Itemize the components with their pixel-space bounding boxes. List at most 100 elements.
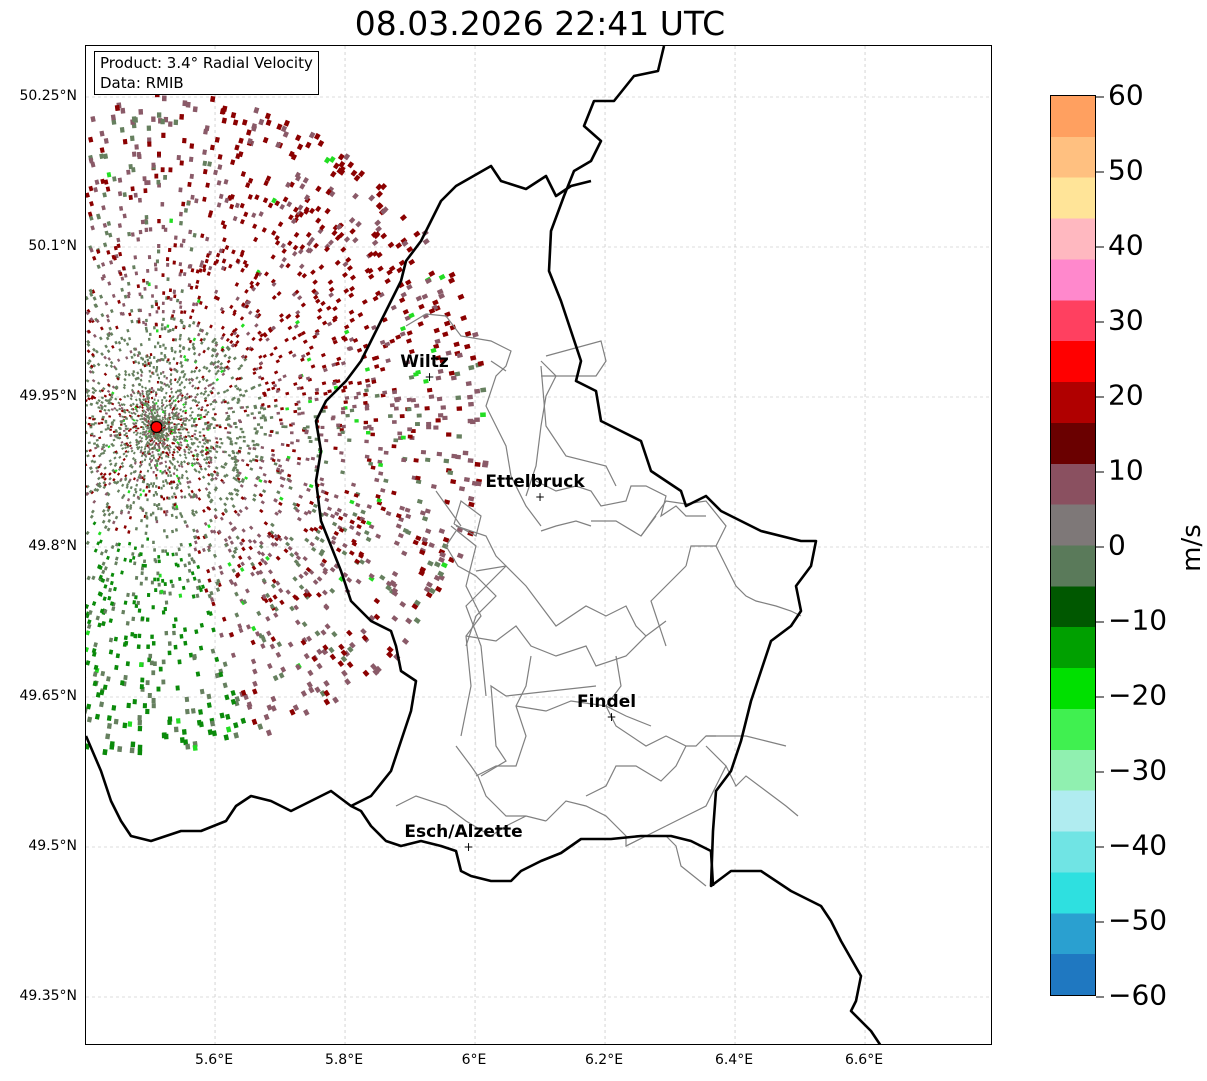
echo-pixel xyxy=(132,353,136,357)
echo-pixel xyxy=(301,621,308,628)
echo-pixel xyxy=(349,317,356,323)
echo-pixel xyxy=(109,309,114,314)
echo-pixel xyxy=(216,202,222,208)
echo-pixel xyxy=(371,239,379,247)
echo-pixel xyxy=(223,502,228,507)
echo-pixel xyxy=(314,331,320,337)
echo-pixel xyxy=(173,644,178,650)
echo-pixel xyxy=(155,259,159,264)
echo-pixel xyxy=(128,478,132,482)
echo-pixel xyxy=(92,333,97,338)
echo-pixel xyxy=(192,576,197,581)
echo-pixel xyxy=(109,428,112,431)
echo-pixel xyxy=(291,291,297,297)
echo-pixel xyxy=(157,306,160,310)
echo-pixel xyxy=(231,449,235,453)
echo-pixel xyxy=(314,535,320,541)
echo-pixel xyxy=(340,410,346,415)
echo-pixel xyxy=(349,274,356,281)
echo-pixel xyxy=(210,353,215,358)
echo-pixel xyxy=(285,458,290,462)
echo-pixel xyxy=(192,419,196,423)
echo-pixel xyxy=(198,709,203,715)
echo-pixel xyxy=(316,662,323,670)
echo-pixel xyxy=(195,671,201,677)
echo-pixel xyxy=(341,550,348,556)
echo-pixel xyxy=(86,463,88,467)
echo-pixel xyxy=(262,136,269,144)
echo-pixel xyxy=(176,380,180,384)
echo-pixel xyxy=(98,454,102,458)
echo-pixel xyxy=(233,422,237,426)
echo-pixel xyxy=(249,284,255,290)
echo-pixel xyxy=(121,464,125,469)
echo-pixel xyxy=(295,508,300,513)
echo-pixel xyxy=(178,333,183,338)
echo-pixel xyxy=(311,508,317,514)
echo-pixel xyxy=(155,302,158,307)
echo-pixel xyxy=(197,470,201,474)
echo-pixel xyxy=(167,425,171,428)
echo-pixel xyxy=(237,623,243,629)
echo-pixel xyxy=(407,427,413,432)
echo-pixel xyxy=(353,174,361,182)
echo-pixel xyxy=(198,463,202,467)
echo-pixel xyxy=(192,457,196,461)
echo-pixel xyxy=(278,587,284,594)
echo-pixel xyxy=(99,294,104,299)
echo-pixel xyxy=(240,479,245,484)
echo-pixel xyxy=(310,546,317,552)
echo-pixel xyxy=(174,495,178,499)
map-axes[interactable]: + Wiltz + Ettelbruck + Findel + Esch/Alzette Pr… xyxy=(85,45,992,1045)
echo-pixel xyxy=(143,418,147,421)
echo-pixel xyxy=(285,541,291,547)
echo-pixel xyxy=(86,388,88,393)
echo-pixel xyxy=(257,383,262,388)
echo-pixel xyxy=(211,566,216,571)
echo-pixel xyxy=(97,465,101,469)
echo-pixel xyxy=(92,521,97,526)
echo-pixel xyxy=(151,698,156,704)
echo-pixel xyxy=(179,443,183,447)
echo-pixel xyxy=(154,391,157,394)
echo-pixel xyxy=(193,547,198,552)
echo-pixel xyxy=(279,203,286,210)
echo-pixel xyxy=(102,749,108,756)
echo-pixel xyxy=(189,377,194,381)
echo-pixel xyxy=(110,510,115,515)
echo-pixel xyxy=(161,430,165,433)
echo-pixel xyxy=(305,351,311,357)
echo-pixel xyxy=(165,399,168,403)
echo-pixel xyxy=(114,527,119,532)
echo-pixel xyxy=(111,520,116,525)
echo-pixel xyxy=(128,414,132,418)
echo-pixel xyxy=(177,547,181,552)
echo-pixel xyxy=(209,423,213,426)
echo-pixel xyxy=(92,296,97,301)
echo-pixel xyxy=(179,408,183,412)
echo-pixel xyxy=(86,703,92,710)
echo-pixel xyxy=(371,379,377,384)
echo-pixel xyxy=(137,715,142,721)
echo-pixel xyxy=(205,450,210,454)
echo-pixel xyxy=(354,419,359,423)
echo-pixel xyxy=(194,510,199,515)
echo-pixel xyxy=(122,213,127,219)
echo-pixel xyxy=(192,462,197,466)
echo-pixel xyxy=(126,443,130,447)
echo-pixel xyxy=(148,457,152,461)
echo-pixel xyxy=(443,320,451,327)
echo-pixel xyxy=(107,595,112,601)
echo-pixel xyxy=(349,641,356,649)
echo-pixel xyxy=(243,357,248,362)
echo-pixel xyxy=(148,379,151,383)
echo-pixel xyxy=(122,383,127,387)
echo-pixel xyxy=(196,719,202,726)
echo-pixel xyxy=(376,251,383,259)
echo-pixel xyxy=(179,462,183,466)
echo-pixel xyxy=(417,321,424,327)
echo-pixel xyxy=(129,350,133,354)
echo-pixel xyxy=(162,590,166,595)
echo-pixel xyxy=(86,416,87,419)
echo-pixel xyxy=(107,383,111,387)
